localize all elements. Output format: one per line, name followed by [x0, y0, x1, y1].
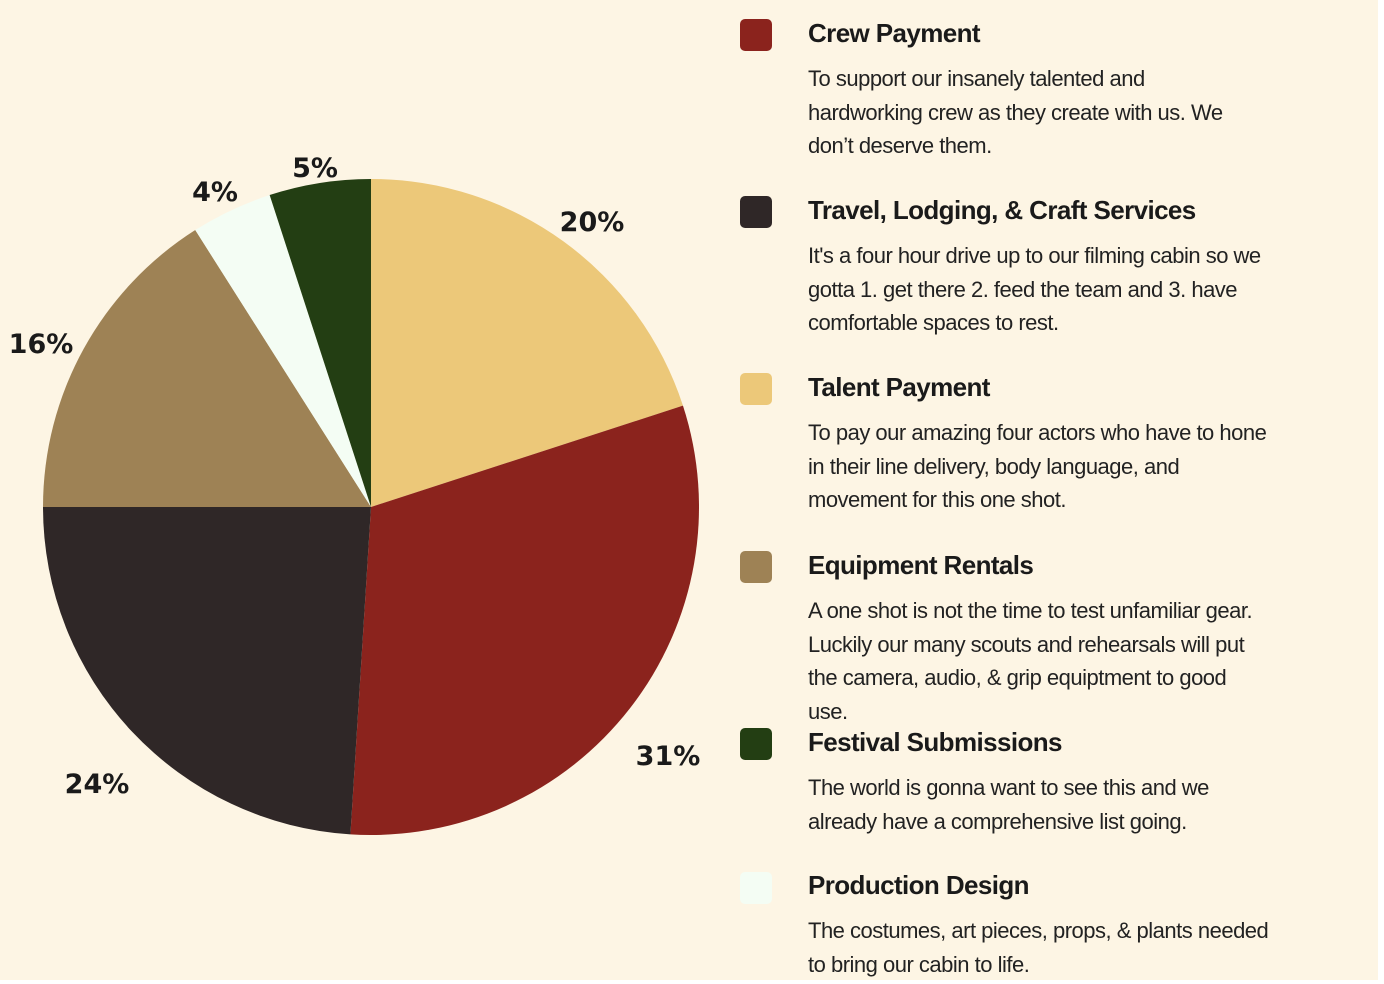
legend-title-festival-submissions: Festival Submissions: [808, 727, 1062, 757]
legend-swatch-festival-submissions: [740, 728, 772, 760]
legend-description-production-design: The costumes, art pieces, props, & plant…: [808, 918, 1269, 977]
pie-label-crew-payment: 31%: [636, 741, 701, 772]
pie-slice-production-design: [195, 195, 371, 507]
legend-swatch-crew-payment: [740, 19, 772, 51]
pie-value-labels: 20% 31% 24% 16% 4% 5%: [9, 153, 701, 800]
pie-slice-talent-payment: [371, 179, 683, 507]
pie-label-production-design: 4%: [192, 177, 238, 208]
pie-label-festival-submissions: 5%: [292, 153, 338, 184]
pie-slices: [43, 179, 700, 835]
legend-description-crew-payment: To support our insanely talented and har…: [808, 66, 1223, 159]
legend: Crew Payment To support our insanely tal…: [738, 0, 1358, 980]
legend-title-crew-payment: Crew Payment: [808, 18, 981, 48]
legend-description-equipment-rentals: A one shot is not the time to test unfam…: [808, 598, 1253, 724]
legend-title-talent-payment: Talent Payment: [808, 372, 990, 402]
legend-title-equipment-rentals: Equipment Rentals: [808, 550, 1034, 580]
legend-title-production-design: Production Design: [808, 870, 1030, 900]
pie-slice-travel-lodging-craft-services: [43, 507, 371, 835]
pie-chart: 20% 31% 24% 16% 4% 5%: [9, 153, 701, 835]
pie-slice-festival-submissions: [269, 179, 371, 507]
legend-swatch-travel-lodging: [740, 196, 772, 228]
legend-swatch-production-design: [740, 872, 772, 904]
pie-slice-crew-payment: [350, 405, 700, 835]
pie-label-travel-lodging: 24%: [65, 769, 130, 800]
legend-swatch-equipment-rentals: [740, 551, 772, 583]
legend-description-festival-submissions: The world is gonna want to see this and …: [808, 775, 1209, 834]
legend-description-travel-lodging: It's a four hour drive up to our filming…: [808, 243, 1261, 336]
pie-label-equipment-rentals: 16%: [9, 329, 74, 360]
legend-title-travel-lodging: Travel, Lodging, & Craft Services: [808, 195, 1196, 225]
pie-label-talent-payment: 20%: [560, 207, 625, 238]
pie-slice-equipment-rentals: [43, 230, 371, 508]
legend-description-talent-payment: To pay our amazing four actors who have …: [808, 420, 1267, 513]
legend-swatch-talent-payment: [740, 373, 772, 405]
